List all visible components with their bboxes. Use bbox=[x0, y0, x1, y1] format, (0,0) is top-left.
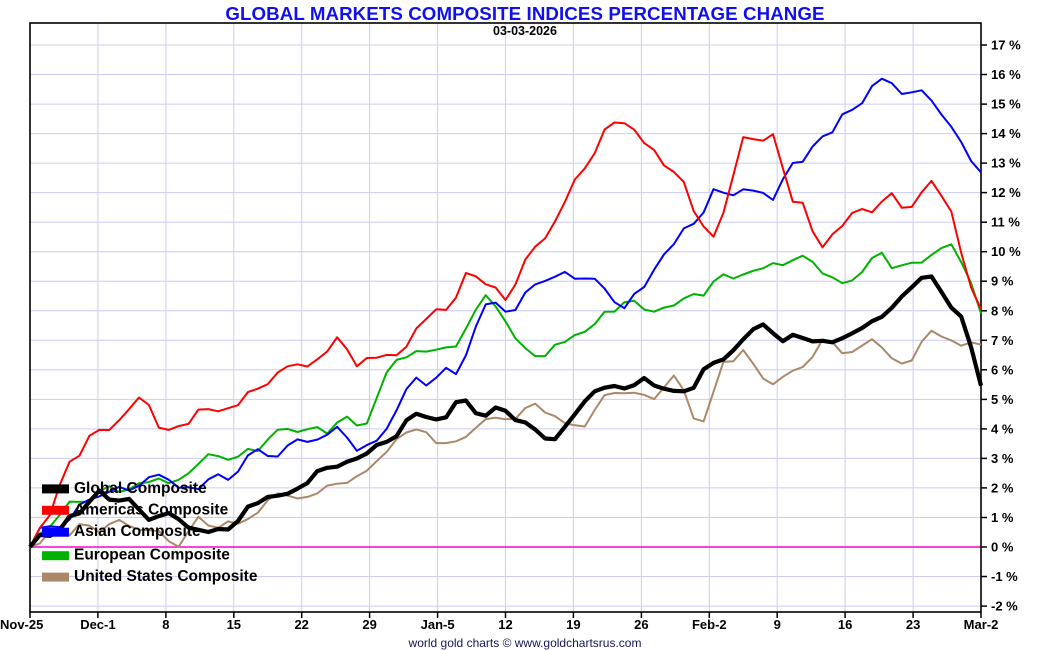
svg-text:23: 23 bbox=[906, 617, 920, 632]
svg-text:29: 29 bbox=[362, 617, 376, 632]
svg-text:European Composite: European Composite bbox=[74, 547, 230, 564]
svg-text:22: 22 bbox=[294, 617, 308, 632]
svg-text:16 %: 16 % bbox=[991, 67, 1021, 82]
svg-text:Dec-1: Dec-1 bbox=[80, 617, 115, 632]
svg-text:26: 26 bbox=[634, 617, 648, 632]
svg-text:6 %: 6 % bbox=[991, 362, 1014, 377]
svg-text:0 %: 0 % bbox=[991, 540, 1014, 555]
svg-text:11 %: 11 % bbox=[991, 215, 1020, 230]
svg-text:Mar-2: Mar-2 bbox=[964, 617, 999, 632]
svg-text:13 %: 13 % bbox=[991, 156, 1021, 171]
svg-text:12 %: 12 % bbox=[991, 185, 1021, 200]
svg-text:5 %: 5 % bbox=[991, 392, 1014, 407]
svg-text:14 %: 14 % bbox=[991, 126, 1021, 141]
svg-text:15: 15 bbox=[227, 617, 241, 632]
svg-text:Jan-5: Jan-5 bbox=[421, 617, 455, 632]
svg-text:Global Composite: Global Composite bbox=[74, 480, 207, 497]
svg-text:10 %: 10 % bbox=[991, 244, 1021, 259]
svg-text:Asian Composite: Asian Composite bbox=[74, 523, 201, 540]
svg-text:Feb-2: Feb-2 bbox=[692, 617, 727, 632]
svg-text:-2 %: -2 % bbox=[991, 599, 1018, 614]
svg-text:8: 8 bbox=[162, 617, 169, 632]
svg-text:9 %: 9 % bbox=[991, 274, 1014, 289]
svg-text:7 %: 7 % bbox=[991, 333, 1014, 348]
svg-text:United States Composite: United States Composite bbox=[74, 568, 258, 585]
svg-text:8 %: 8 % bbox=[991, 303, 1014, 318]
svg-text:2 %: 2 % bbox=[991, 480, 1014, 495]
svg-text:19: 19 bbox=[566, 617, 580, 632]
svg-text:-1 %: -1 % bbox=[991, 569, 1018, 584]
svg-text:9: 9 bbox=[774, 617, 781, 632]
svg-text:Americas Composite: Americas Composite bbox=[74, 501, 229, 518]
svg-text:12: 12 bbox=[498, 617, 512, 632]
svg-text:15 %: 15 % bbox=[991, 97, 1021, 112]
svg-text:17 %: 17 % bbox=[991, 38, 1021, 53]
svg-text:3 %: 3 % bbox=[991, 451, 1014, 466]
svg-text:1 %: 1 % bbox=[991, 510, 1014, 525]
svg-text:4 %: 4 % bbox=[991, 421, 1014, 436]
svg-text:16: 16 bbox=[838, 617, 852, 632]
svg-text:Nov-25: Nov-25 bbox=[0, 617, 43, 632]
